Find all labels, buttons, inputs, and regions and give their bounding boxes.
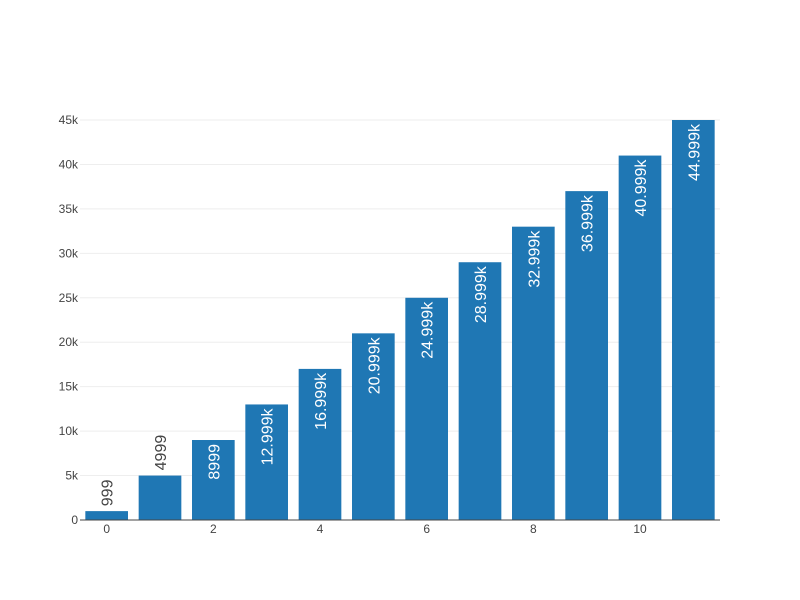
bar-data-labels: 999 4999 8999 12.999k 16.999k 20.999k 24.999k 2…	[100, 123, 704, 506]
bar-data-label: 28.999k	[473, 265, 490, 323]
bar	[192, 440, 235, 520]
bar-data-label: 44.999k	[686, 123, 703, 181]
y-tick-label: 25k	[59, 291, 79, 305]
bar-data-label: 16.999k	[313, 372, 330, 430]
bar-data-label: 32.999k	[526, 230, 543, 288]
y-tick-label: 0	[71, 513, 78, 527]
bar-data-label: 12.999k	[260, 407, 277, 465]
y-tick-label: 5k	[65, 469, 79, 483]
x-tick-label: 4	[317, 522, 324, 536]
gridlines	[80, 119, 720, 477]
bar-data-label: 40.999k	[633, 159, 650, 217]
x-tick-label: 0	[103, 522, 110, 536]
bar	[138, 475, 182, 520]
y-tick-label: 10k	[59, 424, 79, 438]
x-tick-label: 8	[530, 522, 537, 536]
bar	[512, 226, 555, 521]
bar	[298, 368, 342, 520]
bar-data-label: 999	[100, 479, 117, 506]
bar	[405, 297, 448, 520]
bar-data-label: 8999	[206, 444, 223, 480]
bar	[85, 511, 128, 520]
x-tick-label: 10	[633, 522, 647, 536]
y-tick-label: 30k	[59, 246, 79, 260]
bar	[245, 404, 288, 520]
y-tick-label: 45k	[59, 113, 79, 127]
bar	[565, 191, 608, 520]
y-tick-label: 20k	[59, 335, 79, 349]
x-axis-ticks: 0 2 4 6 8 10	[103, 522, 647, 536]
x-tick-label: 6	[423, 522, 430, 536]
bar-data-label: 24.999k	[420, 301, 437, 359]
bars	[85, 120, 715, 521]
y-tick-label: 15k	[59, 380, 79, 394]
bar-data-label: 20.999k	[366, 336, 383, 394]
y-axis-ticks: 0 5k 10k 15k 20k 25k 30k 35k 40k 45k	[59, 113, 79, 527]
x-tick-label: 2	[210, 522, 217, 536]
y-tick-label: 40k	[59, 157, 79, 171]
y-tick-label: 35k	[59, 202, 79, 216]
bar-data-label: 4999	[153, 435, 170, 471]
bar-data-label: 36.999k	[580, 194, 597, 252]
bar	[458, 262, 502, 520]
bar	[352, 333, 395, 520]
bar	[618, 155, 662, 520]
bar	[672, 120, 715, 521]
